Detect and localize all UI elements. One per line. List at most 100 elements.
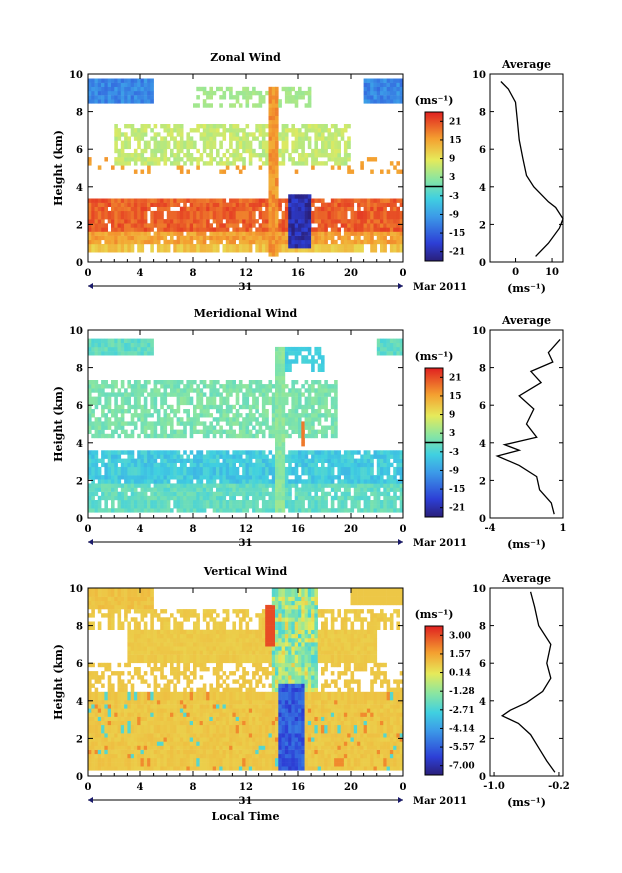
heatmap-cell (186, 475, 190, 480)
heatmap-cell (380, 223, 384, 228)
heatmap-cell (189, 487, 194, 492)
heatmap-cell (153, 144, 158, 150)
heatmap-cell (111, 724, 115, 730)
heatmap-cell (183, 487, 187, 492)
heatmap-cell (235, 132, 240, 137)
heatmap-cell (366, 95, 371, 100)
heatmap-cell (147, 392, 151, 397)
heatmap-cell (153, 487, 158, 492)
heatmap-cell (219, 495, 223, 501)
heatmap-cell (143, 396, 148, 401)
heatmap-cell (261, 495, 266, 501)
heatmap-cell (275, 198, 279, 203)
heatmap-cell (383, 491, 387, 497)
heatmap-cell (278, 471, 282, 476)
heatmap-cell (301, 198, 305, 203)
heatmap-cell (104, 588, 108, 593)
heatmap-cell (209, 483, 213, 488)
heatmap-cell (350, 198, 355, 203)
heatmap-cell (393, 508, 397, 513)
heatmap-cell (107, 338, 112, 343)
heatmap-cell (91, 346, 95, 352)
heatmap-cell (284, 351, 289, 356)
heatmap-cell (245, 231, 250, 236)
heatmap-cell (393, 215, 397, 220)
heatmap-cell (166, 471, 171, 476)
heatmap-cell (130, 206, 135, 212)
heatmap-cell (137, 504, 141, 509)
heatmap-cell (307, 475, 312, 480)
heatmap-cell (275, 437, 279, 443)
heatmap-cell (107, 762, 112, 767)
heatmap-cell (370, 491, 374, 497)
heatmap-cell (298, 479, 302, 484)
heatmap-cell (275, 346, 279, 352)
heatmap-cell (104, 413, 108, 418)
heatmap-cell (330, 433, 335, 439)
heatmap-cell (284, 99, 289, 104)
heatmap-cell (298, 404, 302, 410)
heatmap-cell (265, 500, 269, 505)
heatmap-cell (383, 500, 387, 505)
heatmap-cell (252, 223, 256, 228)
heatmap-cell (350, 500, 355, 505)
heatmap-cell (301, 210, 305, 216)
heatmap-cell (173, 433, 177, 439)
heatmap-cell (94, 762, 99, 767)
heatmap-cell (284, 95, 289, 100)
heatmap-cell (173, 471, 177, 476)
heatmap-cell (238, 248, 243, 253)
heatmap-cell (321, 363, 325, 368)
heatmap-cell (288, 227, 292, 232)
heatmap-cell (91, 609, 95, 614)
heatmap-cell (281, 450, 286, 455)
heatmap-cell (343, 206, 348, 212)
heatmap-cell (166, 483, 171, 488)
heatmap-cell (160, 466, 164, 472)
heatmap-cell (173, 491, 177, 497)
heatmap-cell (242, 495, 246, 501)
heatmap-cell (120, 425, 125, 430)
heatmap-cell (94, 248, 99, 253)
heatmap-cell (278, 99, 282, 104)
heatmap-cell (166, 500, 171, 505)
heatmap-cell (179, 128, 184, 133)
heatmap-cell (88, 396, 92, 401)
heatmap-cell (127, 766, 131, 771)
heatmap-cell (288, 417, 292, 422)
heatmap-cell (199, 124, 204, 129)
heatmap-cell (229, 231, 233, 236)
heatmap-cell (137, 392, 141, 397)
heatmap-cell (311, 413, 315, 418)
heatmap-cell (291, 404, 295, 410)
heatmap-cell (380, 454, 384, 459)
x-tick-label: 16 (291, 524, 305, 535)
heatmap-cell (117, 153, 122, 158)
heatmap-cell (301, 140, 305, 145)
heatmap-cell (91, 466, 95, 472)
date-label: Mar 2011 (413, 538, 467, 549)
heatmap-cell (130, 458, 135, 463)
heatmap-cell (147, 346, 151, 352)
heatmap-cell (196, 161, 200, 166)
heatmap-cell (209, 215, 213, 220)
heatmap-cell (153, 500, 158, 505)
heatmap-cell (153, 136, 158, 141)
heatmap-cell (271, 132, 276, 137)
heatmap-cell (275, 86, 279, 92)
heatmap-cell (330, 483, 335, 488)
heatmap-cell (284, 355, 289, 360)
heatmap-cell (173, 231, 177, 236)
heatmap-cell (311, 227, 315, 232)
heatmap-cell (94, 691, 99, 697)
heatmap-cell (147, 165, 151, 170)
heatmap-cell (130, 157, 135, 162)
heatmap-cell (284, 475, 289, 480)
heatmap-cell (301, 491, 305, 497)
heatmap-cell (117, 215, 122, 220)
heatmap-cell (245, 95, 250, 100)
heatmap-cell (196, 413, 200, 418)
heatmap-cell (219, 103, 223, 108)
heatmap-cell (137, 239, 141, 245)
heatmap-cell (222, 153, 227, 158)
